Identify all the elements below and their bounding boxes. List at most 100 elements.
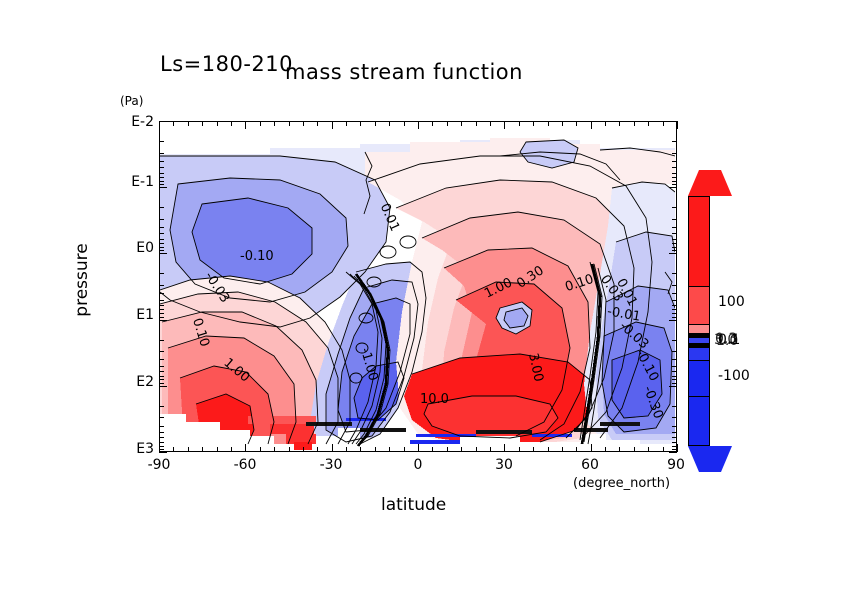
x-minor-tick	[447, 447, 449, 452]
y-minor-tick-right	[672, 442, 677, 444]
y-minor-tick-right	[672, 379, 677, 381]
x-minor-tick	[260, 447, 262, 452]
colorbar-segment-blue-strong[interactable]	[688, 396, 710, 446]
y-minor-tick	[159, 351, 164, 353]
y-minor-tick	[159, 417, 164, 419]
colorbar-segment-blue-light[interactable]	[688, 348, 710, 360]
y-minor-tick	[159, 300, 164, 302]
x-major-tick-top	[332, 121, 334, 129]
contour-label-100-bottom: 10.0	[420, 392, 449, 407]
x-minor-tick-top	[432, 121, 434, 126]
x-major-tick	[332, 444, 334, 452]
y-minor-tick-right	[672, 181, 677, 183]
y-minor-tick-right	[672, 432, 677, 434]
x-minor-tick	[346, 447, 348, 452]
x-minor-tick	[317, 447, 319, 452]
contour-plot-panel[interactable]	[159, 121, 677, 452]
y-minor-tick	[159, 376, 164, 378]
y-minor-tick-right	[672, 371, 677, 373]
colorbar-segment-black-upper[interactable]	[688, 333, 710, 338]
y-minor-tick-right	[672, 309, 677, 311]
colorbar[interactable]: 100 0.1 3.0 1.0 0.3 -100	[688, 170, 750, 472]
colorbar-segment-red-light[interactable]	[688, 324, 710, 333]
y-minor-tick-right	[672, 167, 677, 169]
y-minor-tick	[159, 177, 164, 179]
y-minor-tick	[159, 250, 164, 252]
x-minor-tick-top	[461, 121, 463, 126]
y-minor-tick-right	[672, 250, 677, 252]
x-minor-tick-top	[289, 121, 291, 126]
y-minor-tick-right	[672, 437, 677, 439]
x-major-tick	[504, 444, 506, 452]
x-minor-tick-top	[173, 121, 175, 126]
y-major-tick	[159, 121, 167, 123]
x-major-tick-top	[418, 121, 420, 129]
y-tick-label-4: E2	[136, 374, 154, 390]
colorbar-label-mid-overlap-c: 0.3	[715, 331, 738, 347]
colorbar-segment-blue-thin[interactable]	[688, 338, 710, 343]
y-minor-tick-right	[672, 417, 677, 419]
x-minor-tick	[605, 447, 607, 452]
x-tick-label-4: 30	[495, 457, 513, 473]
x-minor-tick-top	[447, 121, 449, 126]
page-title: mass stream function	[285, 60, 523, 84]
x-minor-tick-top	[303, 121, 305, 126]
colorbar-segment-black-lower[interactable]	[688, 343, 710, 348]
x-minor-tick	[202, 447, 204, 452]
y-minor-tick-right	[672, 359, 677, 361]
x-minor-tick	[562, 447, 564, 452]
pressure-unit-label: (Pa)	[120, 94, 144, 108]
y-minor-tick	[159, 167, 164, 169]
y-minor-tick	[159, 247, 164, 249]
latitude-unit-label: (degree_north)	[573, 476, 671, 491]
x-major-tick-top	[677, 121, 679, 129]
y-minor-tick	[159, 317, 164, 319]
x-minor-tick-top	[519, 121, 521, 126]
y-tick-label-0: E-2	[131, 114, 154, 130]
x-tick-label-3: 0	[413, 457, 423, 473]
x-minor-tick-top	[634, 121, 636, 126]
y-minor-tick-right	[672, 173, 677, 175]
y-minor-tick	[159, 366, 164, 368]
y-minor-tick-right	[672, 184, 677, 186]
y-minor-tick	[159, 406, 164, 408]
colorbar-segment-blue-mid[interactable]	[688, 360, 710, 396]
x-major-tick	[677, 444, 679, 452]
colorbar-label-100: 100	[718, 294, 745, 310]
x-minor-tick-top	[648, 121, 650, 126]
x-tick-label-2: -30	[319, 457, 343, 473]
x-tick-label-0: -90	[147, 457, 171, 473]
y-minor-tick	[159, 207, 164, 209]
y-major-tick	[159, 386, 167, 388]
colorbar-segment-red-mid[interactable]	[688, 286, 710, 324]
x-tick-label-5: 60	[581, 457, 599, 473]
y-major-tick	[159, 452, 167, 454]
x-major-tick-top	[591, 121, 593, 129]
y-minor-tick	[159, 313, 164, 315]
y-minor-tick	[159, 219, 164, 221]
y-minor-tick-right	[672, 141, 677, 143]
y-minor-tick	[159, 184, 164, 186]
x-minor-tick-top	[619, 121, 621, 126]
y-minor-tick-right	[672, 273, 677, 275]
y-minor-tick	[159, 181, 164, 183]
y-tick-label-5: E3	[136, 441, 154, 457]
y-minor-tick-right	[672, 207, 677, 209]
x-minor-tick-top	[663, 121, 665, 126]
x-minor-tick	[519, 447, 521, 452]
y-minor-tick	[159, 442, 164, 444]
y-major-tick	[159, 253, 167, 255]
y-minor-tick	[159, 239, 164, 241]
x-minor-tick	[360, 447, 362, 452]
x-minor-tick-top	[548, 121, 550, 126]
y-minor-tick-right	[672, 227, 677, 229]
y-minor-tick	[159, 340, 164, 342]
x-minor-tick-top	[476, 121, 478, 126]
colorbar-segment-red-strong[interactable]	[688, 196, 710, 286]
y-minor-tick-right	[672, 383, 677, 385]
y-minor-tick	[159, 446, 164, 448]
y-minor-tick	[159, 173, 164, 175]
x-minor-tick-top	[274, 121, 276, 126]
y-minor-tick	[159, 379, 164, 381]
y-minor-tick-right	[672, 449, 677, 451]
